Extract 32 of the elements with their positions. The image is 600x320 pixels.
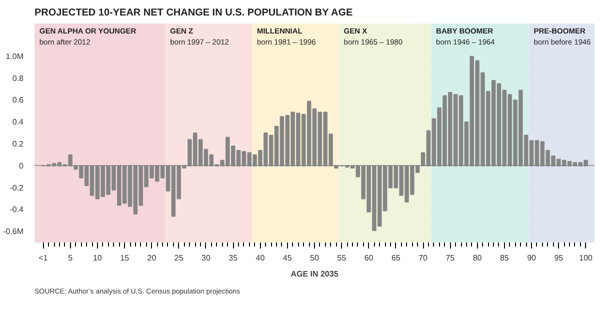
x-tick-label: 30 — [202, 254, 211, 262]
x-tick-label: 20 — [147, 254, 157, 262]
x-tick-label: 55 — [337, 254, 347, 262]
x-tick-label: 75 — [446, 254, 456, 262]
x-tick-label: 100 — [579, 254, 594, 262]
y-tick-label: -0.6M — [3, 227, 24, 236]
x-tick-label: 15 — [120, 254, 130, 262]
x-tick-label: 50 — [310, 254, 320, 262]
chart-title: PROJECTED 10-YEAR NET CHANGE IN U.S. POPULATION BY AGE — [34, 8, 354, 18]
x-tick-label: 60 — [364, 254, 374, 262]
x-tick-label: 45 — [282, 254, 292, 262]
x-tick-label: 40 — [256, 254, 266, 262]
x-tick-label: 10 — [92, 254, 102, 262]
x-tick-label: 80 — [472, 254, 482, 262]
y-tick-label: -0.2 — [10, 183, 24, 192]
x-tick-label: 70 — [418, 254, 428, 262]
x-tick-label: 65 — [391, 254, 401, 262]
x-tick-label: 25 — [174, 254, 184, 262]
y-tick-label: 1.0M — [6, 52, 24, 61]
x-axis-title: AGE IN 2035 — [290, 270, 339, 278]
x-tick-label: 85 — [500, 254, 510, 262]
x-tick-label: <1 — [38, 254, 48, 262]
y-tick-label: 0.2 — [12, 139, 24, 148]
y-tick-label: 0.4 — [12, 118, 24, 127]
x-tick-label: 90 — [527, 254, 537, 262]
y-tick-label: -0.4 — [10, 205, 24, 214]
y-tick-label: 0 — [19, 161, 24, 170]
x-tick-label: 95 — [554, 254, 564, 262]
x-tick-label: 35 — [228, 254, 238, 262]
y-tick-label: 0.6 — [12, 96, 24, 105]
x-tick-label: 5 — [68, 254, 74, 262]
y-tick-label: 0.8 — [12, 74, 24, 83]
